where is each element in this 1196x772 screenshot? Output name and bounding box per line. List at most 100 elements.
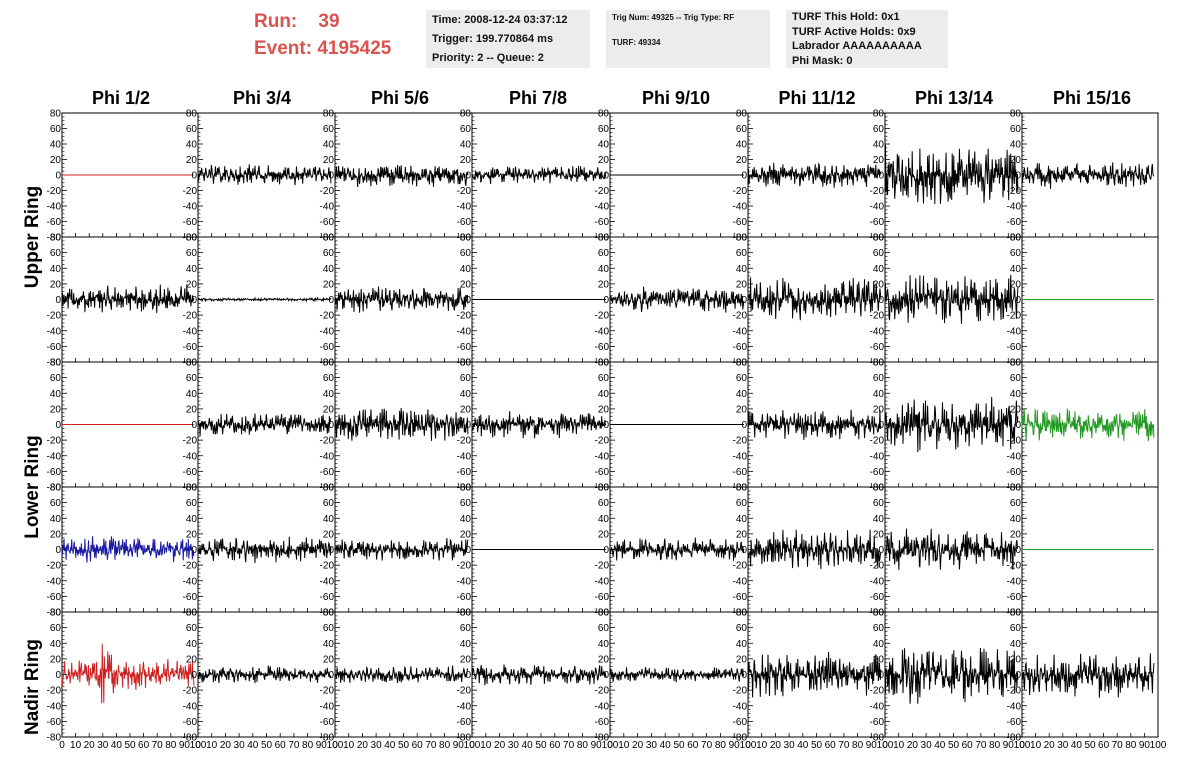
y-tick-label: -60 — [870, 467, 885, 478]
panel-r4-c1: -80 -60 -40 -20 0 20 40 60 80 — [47, 483, 199, 619]
y-tick-label: -60 — [183, 592, 198, 603]
x-tick-label: 60 — [825, 740, 837, 751]
x-tick-label: 70 — [152, 740, 164, 751]
y-tick-label: 20 — [50, 404, 62, 415]
panel-r1-c4: -80 -60 -40 -20 0 20 40 60 80 — [457, 109, 611, 244]
y-tick-label: -60 — [320, 592, 335, 603]
x-tick-label: 20 — [770, 740, 782, 751]
waveform-trace — [609, 537, 745, 561]
waveform-trace — [884, 274, 1019, 324]
x-tick-label: 80 — [577, 740, 589, 751]
y-tick-label: 60 — [598, 498, 610, 509]
y-tick-label: 40 — [186, 264, 198, 275]
x-tick-label: 10 — [206, 740, 218, 751]
y-tick-label: -80 — [47, 358, 62, 369]
y-tick-label: 60 — [873, 124, 885, 135]
y-tick-label: 0 — [741, 545, 747, 556]
y-tick-label: 20 — [186, 529, 198, 540]
waveform-trace — [884, 528, 1019, 570]
y-tick-label: -60 — [1007, 717, 1022, 728]
y-tick-label: -20 — [733, 311, 748, 322]
waveform-trace — [609, 286, 745, 313]
y-tick-label: 20 — [736, 279, 748, 290]
y-tick-label: -40 — [320, 326, 335, 337]
y-tick-label: -80 — [870, 358, 885, 369]
y-tick-label: 80 — [186, 109, 198, 120]
x-tick-label: 0 — [59, 740, 65, 751]
x-tick-label: 20 — [1044, 740, 1056, 751]
y-tick-label: -20 — [457, 686, 472, 697]
time-text: Time: 2008-12-24 03:37:12 — [432, 14, 568, 26]
y-tick-label: 60 — [598, 248, 610, 259]
y-tick-label: -20 — [870, 311, 885, 322]
y-tick-label: 20 — [736, 404, 748, 415]
y-tick-label: -80 — [183, 483, 198, 494]
y-tick-label: -20 — [320, 311, 335, 322]
x-tick-label: 90 — [866, 740, 878, 751]
panel-r4-c3: -80 -60 -40 -20 0 20 40 60 80 — [320, 483, 473, 619]
y-tick-label: 80 — [50, 233, 62, 244]
y-tick-label: 60 — [736, 124, 748, 135]
y-tick-label: 60 — [598, 373, 610, 384]
y-tick-label: -20 — [595, 186, 610, 197]
y-tick-label: -20 — [595, 686, 610, 697]
waveform-trace — [471, 165, 607, 185]
y-tick-label: 60 — [873, 248, 885, 259]
y-tick-label: -60 — [1007, 342, 1022, 353]
y-tick-label: 40 — [460, 639, 472, 650]
y-tick-label: -60 — [870, 717, 885, 728]
x-tick-label: 10 — [480, 740, 492, 751]
y-tick-label: 80 — [873, 109, 885, 120]
y-tick-label: 40 — [460, 140, 472, 151]
panel-r1-c2: -80 -60 -40 -20 0 20 40 60 80 — [183, 109, 336, 244]
waveform-trace — [609, 667, 745, 683]
y-tick-label: 80 — [598, 233, 610, 244]
x-tick-label: 30 — [97, 740, 109, 751]
column-header-6: Phi 11/12 — [778, 88, 855, 108]
y-tick-label: -60 — [733, 342, 748, 353]
y-tick-label: 60 — [1010, 124, 1022, 135]
x-tick-label: 40 — [247, 740, 259, 751]
y-tick-label: 80 — [1010, 109, 1022, 120]
y-tick-label: -80 — [457, 733, 472, 744]
trigger-text: Trigger: 199.770864 ms — [432, 33, 554, 45]
labrador-text: Labrador AAAAAAAAAA — [792, 40, 922, 52]
y-tick-label: -40 — [320, 202, 335, 213]
x-tick-label: 0 — [882, 740, 888, 751]
y-tick-label: 0 — [465, 670, 471, 681]
y-tick-label: -80 — [595, 608, 610, 619]
y-tick-label: -60 — [1007, 592, 1022, 603]
y-tick-label: 60 — [186, 248, 198, 259]
y-tick-label: 40 — [50, 389, 62, 400]
y-tick-label: -40 — [870, 451, 885, 462]
y-tick-label: 20 — [186, 654, 198, 665]
panel-r4-c8: -80 -60 -40 -20 0 20 40 60 80 — [1007, 483, 1159, 619]
y-tick-label: -60 — [183, 217, 198, 228]
panel-r3-c2: -80 -60 -40 -20 0 20 40 60 80 — [183, 358, 336, 494]
panel-r4-c6: -80 -60 -40 -20 0 20 40 60 80 — [733, 483, 886, 619]
y-tick-label: 20 — [598, 529, 610, 540]
y-tick-label: 40 — [460, 389, 472, 400]
panel-r2-c2: -80 -60 -40 -20 0 20 40 60 80 — [183, 233, 336, 369]
panel-r2-c1: -80 -60 -40 -20 0 20 40 60 80 — [47, 233, 199, 369]
y-tick-label: 0 — [1015, 171, 1021, 182]
y-tick-label: -40 — [457, 576, 472, 587]
y-tick-label: -80 — [595, 733, 610, 744]
y-tick-label: -40 — [320, 576, 335, 587]
y-tick-label: 0 — [1015, 420, 1021, 431]
x-tick-label: 40 — [797, 740, 809, 751]
panel-r2-c3: -80 -60 -40 -20 0 20 40 60 80 — [320, 233, 473, 369]
y-tick-label: 80 — [50, 608, 62, 619]
y-tick-label: 20 — [323, 529, 335, 540]
x-tick-label: 90 — [1003, 740, 1015, 751]
y-tick-label: -60 — [595, 342, 610, 353]
panel-r2-c5: -80 -60 -40 -20 0 20 40 60 80 — [595, 233, 749, 369]
y-tick-label: -20 — [320, 686, 335, 697]
y-tick-label: 40 — [736, 264, 748, 275]
y-tick-label: 0 — [603, 420, 609, 431]
y-tick-label: -20 — [1007, 311, 1022, 322]
waveform-trace — [334, 164, 469, 188]
x-tick-label: 70 — [701, 740, 713, 751]
y-tick-label: -20 — [733, 436, 748, 447]
